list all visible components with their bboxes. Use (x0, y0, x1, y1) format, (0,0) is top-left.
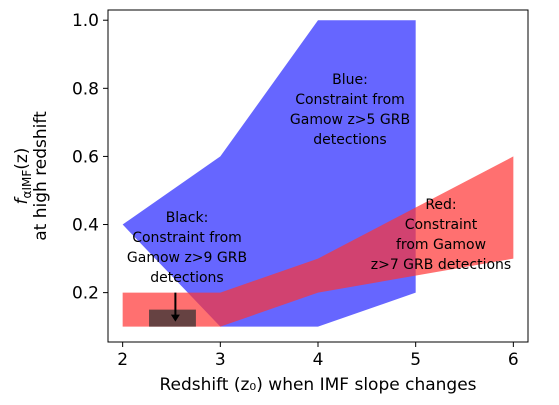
annotation-black-line-4: detections (150, 270, 223, 286)
arrow-layer (170, 292, 180, 322)
annotation-blue-line-4: detections (313, 132, 386, 148)
annotation-red-line-4: z>7 GRB detections (371, 257, 511, 273)
x-tick-label: 2 (117, 350, 128, 370)
x-tick-label: 3 (215, 350, 226, 370)
annotation-red-line-1: Red: (425, 197, 456, 213)
annotation-red-line-3: from Gamow (396, 237, 486, 253)
regions-layer (122, 20, 514, 327)
annotation-layer: Blue: Constraint from Gamow z>5 GRB detecti… (127, 72, 511, 286)
y-axis-label: fαIMF(z) at high redshift (12, 111, 51, 241)
annotation-red-line-2: Constraint (405, 217, 478, 233)
annotation-black-line-3: Gamow z>9 GRB (127, 250, 247, 266)
y-tick-label: 0.4 (72, 216, 99, 236)
x-tick-label: 5 (410, 350, 421, 370)
annotation-blue-line-2: Constraint from (295, 92, 405, 108)
arrow-head (170, 314, 180, 322)
y-tick-label: 1.0 (72, 11, 99, 31)
x-tick-label: 6 (508, 350, 519, 370)
annotation-black-line-1: Black: (166, 210, 209, 226)
y-tick-label: 0.6 (72, 147, 99, 167)
y-axis-label-line1: fαIMF(z) (12, 148, 34, 205)
annotation-blue-line-3: Gamow z>5 GRB (290, 112, 410, 128)
x-axis-label: Redshift (z₀) when IMF slope changes (159, 375, 476, 395)
region-black (149, 309, 196, 327)
y-axis-label-line2: at high redshift (31, 111, 51, 241)
y-tick-label: 0.2 (72, 284, 99, 304)
annotation-blue-line-1: Blue: (332, 72, 368, 88)
x-tick-label: 4 (313, 350, 324, 370)
annotation-black-line-2: Constraint from (132, 230, 242, 246)
y-tick-label: 0.8 (72, 79, 99, 99)
ticks-layer: 2 3 4 5 6 0.2 0.4 0.6 0.8 1.0 (72, 11, 519, 370)
